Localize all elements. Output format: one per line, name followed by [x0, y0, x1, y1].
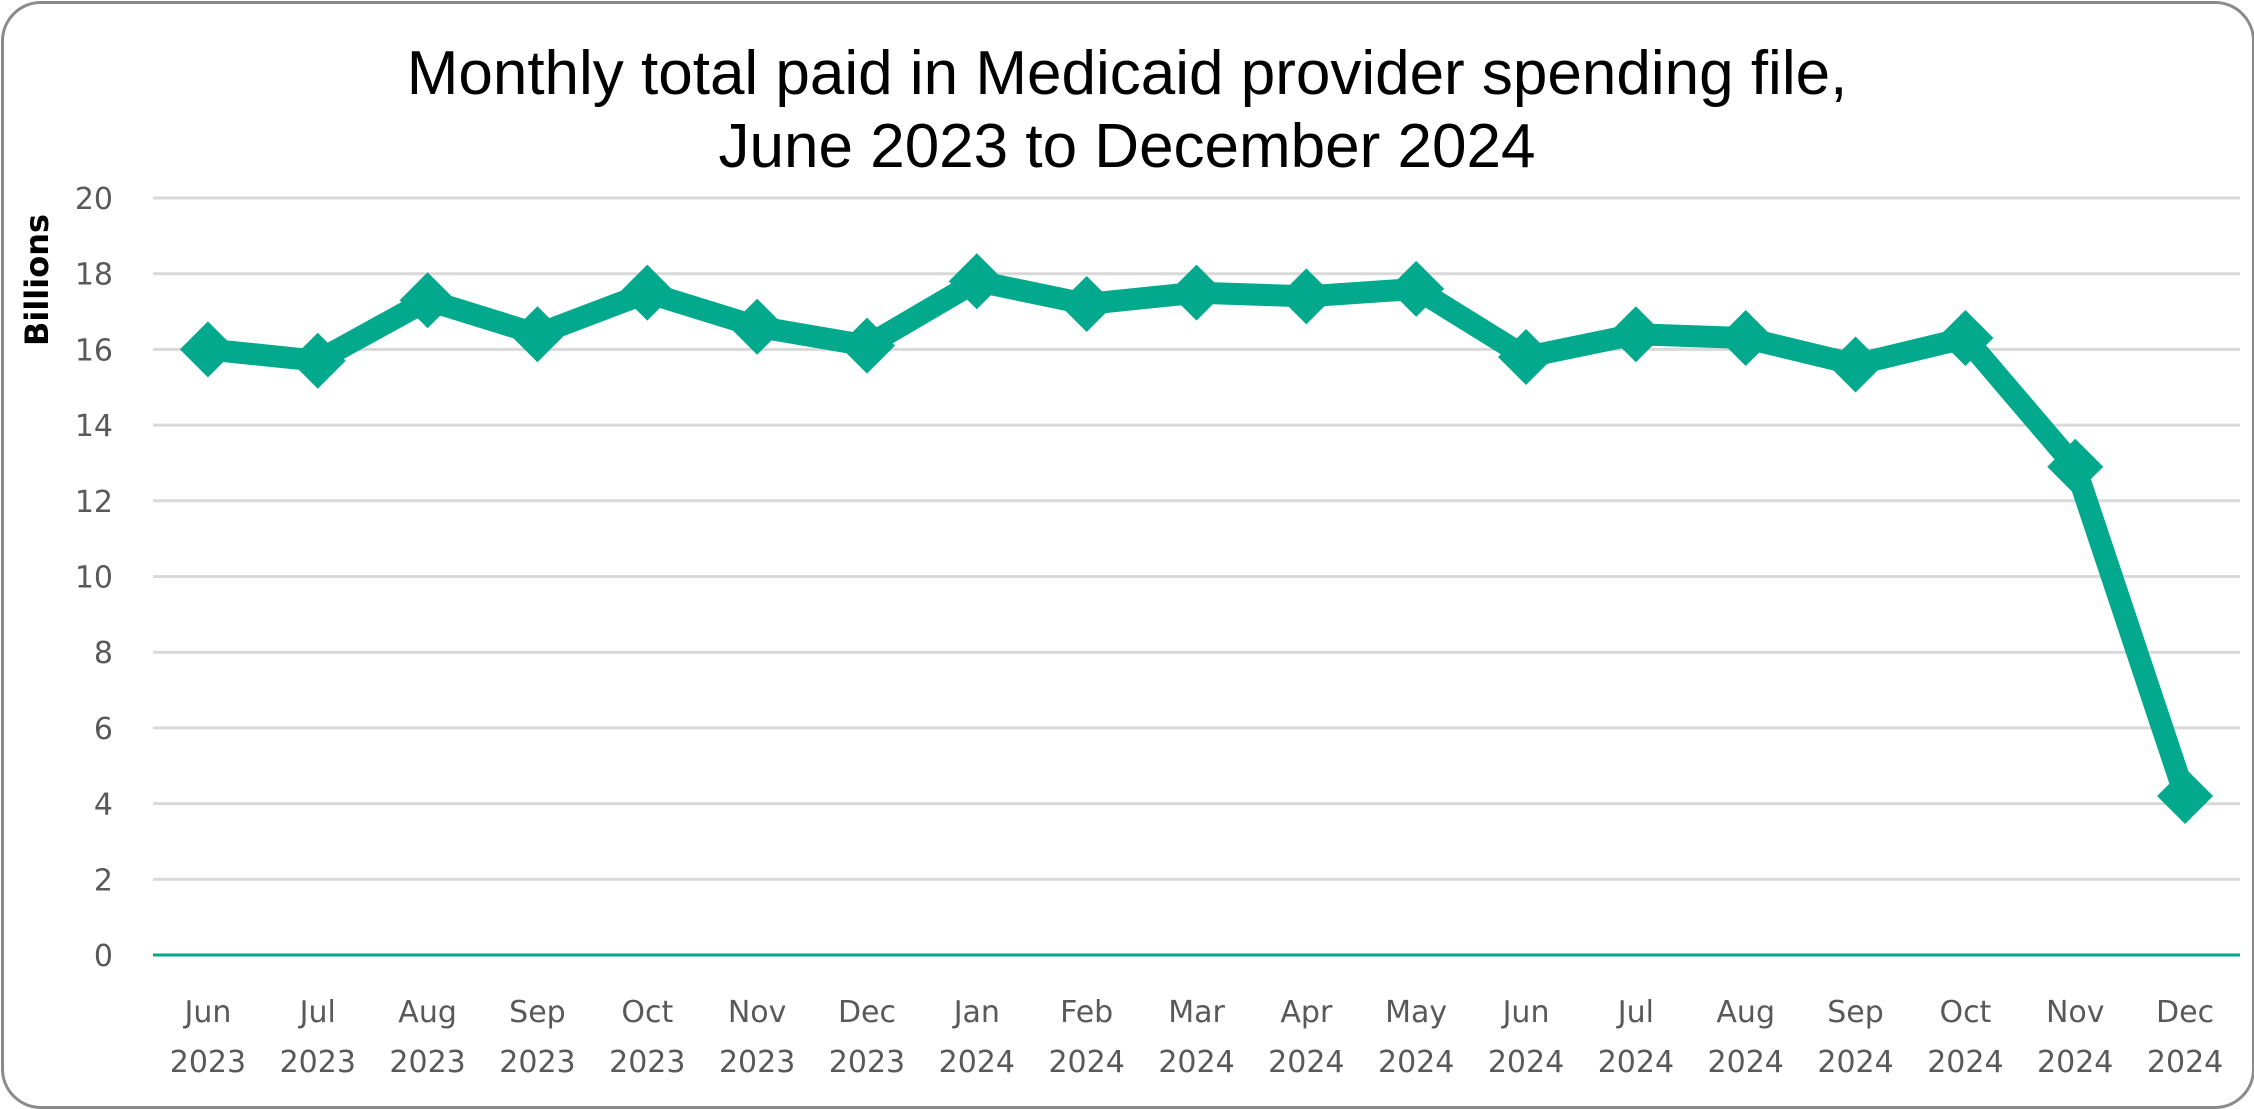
x-tick-label: Jun 2024 [1488, 995, 1564, 1080]
y-tick-label: 18 [75, 258, 113, 293]
x-tick-month: Sep [509, 995, 566, 1030]
x-tick-label: Oct 2023 [609, 995, 685, 1080]
data-point-marker [1058, 275, 1115, 332]
y-axis-label: Billions [18, 214, 56, 346]
x-tick-year: 2023 [499, 1045, 575, 1080]
data-point-marker [399, 272, 456, 329]
x-tick-year: 2024 [1817, 1045, 1893, 1080]
chart-title: Monthly total paid in Medicaid provider … [407, 39, 1848, 181]
x-tick-month: Jul [298, 995, 336, 1030]
x-tick-year: 2023 [170, 1045, 246, 1080]
x-tick-year: 2023 [719, 1045, 795, 1080]
x-tick-label: Jun 2023 [170, 995, 246, 1080]
x-tick-month: Nov [2046, 995, 2105, 1030]
x-tick-year: 2024 [2147, 1045, 2223, 1080]
x-tick-month: Nov [728, 995, 787, 1030]
data-point-marker [948, 253, 1005, 310]
x-tick-year: 2024 [1598, 1045, 1674, 1080]
x-tick-year: 2023 [609, 1045, 685, 1080]
data-point-marker [1278, 268, 1335, 325]
data-point-marker [1827, 336, 1884, 393]
y-tick-label: 2 [94, 863, 113, 898]
y-tick-label: 14 [75, 409, 113, 444]
x-tick-month: Mar [1168, 995, 1225, 1030]
y-tick-label: 20 [75, 182, 113, 217]
data-point-marker [509, 306, 566, 363]
x-tick-year: 2024 [1158, 1045, 1234, 1080]
y-tick-label: 16 [75, 333, 113, 368]
x-tick-label: Jul 2023 [280, 995, 356, 1080]
x-tick-year: 2023 [829, 1045, 905, 1080]
data-point-marker [1717, 310, 1774, 367]
series-line [206, 269, 2196, 800]
x-tick-label: Feb 2024 [1048, 995, 1124, 1080]
x-tick-year: 2024 [1268, 1045, 1344, 1080]
x-tick-year: 2023 [389, 1045, 465, 1080]
x-tick-month: Aug [398, 995, 457, 1030]
data-point-marker [1168, 264, 1225, 321]
x-tick-label: Sep 2023 [499, 995, 575, 1080]
data-point-marker [1937, 310, 1994, 367]
x-tick-label: Mar 2024 [1158, 995, 1234, 1080]
series-total-paid [179, 253, 2214, 825]
x-tick-year: 2024 [1048, 1045, 1124, 1080]
x-tick-month: Jun [182, 995, 231, 1030]
y-tick-label: 6 [94, 712, 113, 747]
data-point-marker [179, 321, 236, 378]
chart-title-line-1: Monthly total paid in Medicaid provider … [407, 39, 1848, 108]
x-tick-month: Oct [1939, 995, 1991, 1030]
x-tick-label: May 2024 [1378, 995, 1454, 1080]
x-axis-ticks: Jun 2023 Jul 2023 Aug 2023 Sep 2023 Oct 2023 Nov 20… [170, 995, 2224, 1080]
data-point-marker [619, 264, 676, 321]
x-tick-month: May [1385, 995, 1447, 1030]
x-tick-month: Apr [1280, 995, 1333, 1030]
y-tick-label: 12 [75, 485, 113, 520]
x-tick-month: Jul [1616, 995, 1654, 1030]
x-tick-label: Aug 2023 [389, 995, 465, 1080]
data-point-marker [838, 317, 895, 374]
x-tick-year: 2024 [939, 1045, 1015, 1080]
data-point-marker [729, 298, 786, 355]
y-tick-label: 10 [75, 561, 113, 596]
x-tick-label: Nov 2023 [719, 995, 795, 1080]
x-tick-month: Dec [2156, 995, 2214, 1030]
x-tick-label: Nov 2024 [2037, 995, 2113, 1080]
data-point-marker [2047, 438, 2104, 495]
x-tick-month: Feb [1060, 995, 1113, 1030]
y-axis-ticks: 0 2 4 6 8 10 12 14 16 18 20 [75, 182, 113, 974]
x-tick-month: Sep [1827, 995, 1884, 1030]
x-tick-year: 2024 [1378, 1045, 1454, 1080]
x-tick-label: Dec 2024 [2147, 995, 2223, 1080]
data-point-marker [2157, 768, 2214, 825]
x-tick-label: Jul 2024 [1598, 995, 1674, 1080]
chart-title-line-2: June 2023 to December 2024 [719, 112, 1536, 181]
x-tick-label: Aug 2024 [1708, 995, 1784, 1080]
x-tick-month: Jun [1501, 995, 1550, 1030]
x-tick-label: Sep 2024 [1817, 995, 1893, 1080]
y-tick-label: 4 [94, 788, 113, 823]
x-tick-month: Jan [952, 995, 1000, 1030]
x-tick-month: Aug [1716, 995, 1775, 1030]
x-tick-month: Oct [621, 995, 673, 1030]
data-point-marker [1607, 306, 1664, 363]
x-tick-year: 2024 [1708, 1045, 1784, 1080]
x-tick-month: Dec [838, 995, 896, 1030]
y-tick-label: 8 [94, 636, 113, 671]
data-point-marker [1388, 260, 1445, 317]
data-point-marker [289, 332, 346, 389]
y-tick-label: 0 [94, 939, 113, 974]
x-tick-label: Oct 2024 [1927, 995, 2003, 1080]
x-tick-label: Dec 2023 [829, 995, 905, 1080]
data-point-marker [1498, 328, 1555, 385]
x-tick-label: Jan 2024 [939, 995, 1015, 1080]
x-tick-year: 2024 [1927, 1045, 2003, 1080]
x-tick-year: 2023 [280, 1045, 356, 1080]
x-tick-label: Apr 2024 [1268, 995, 1344, 1080]
x-tick-year: 2024 [1488, 1045, 1564, 1080]
x-tick-year: 2024 [2037, 1045, 2113, 1080]
